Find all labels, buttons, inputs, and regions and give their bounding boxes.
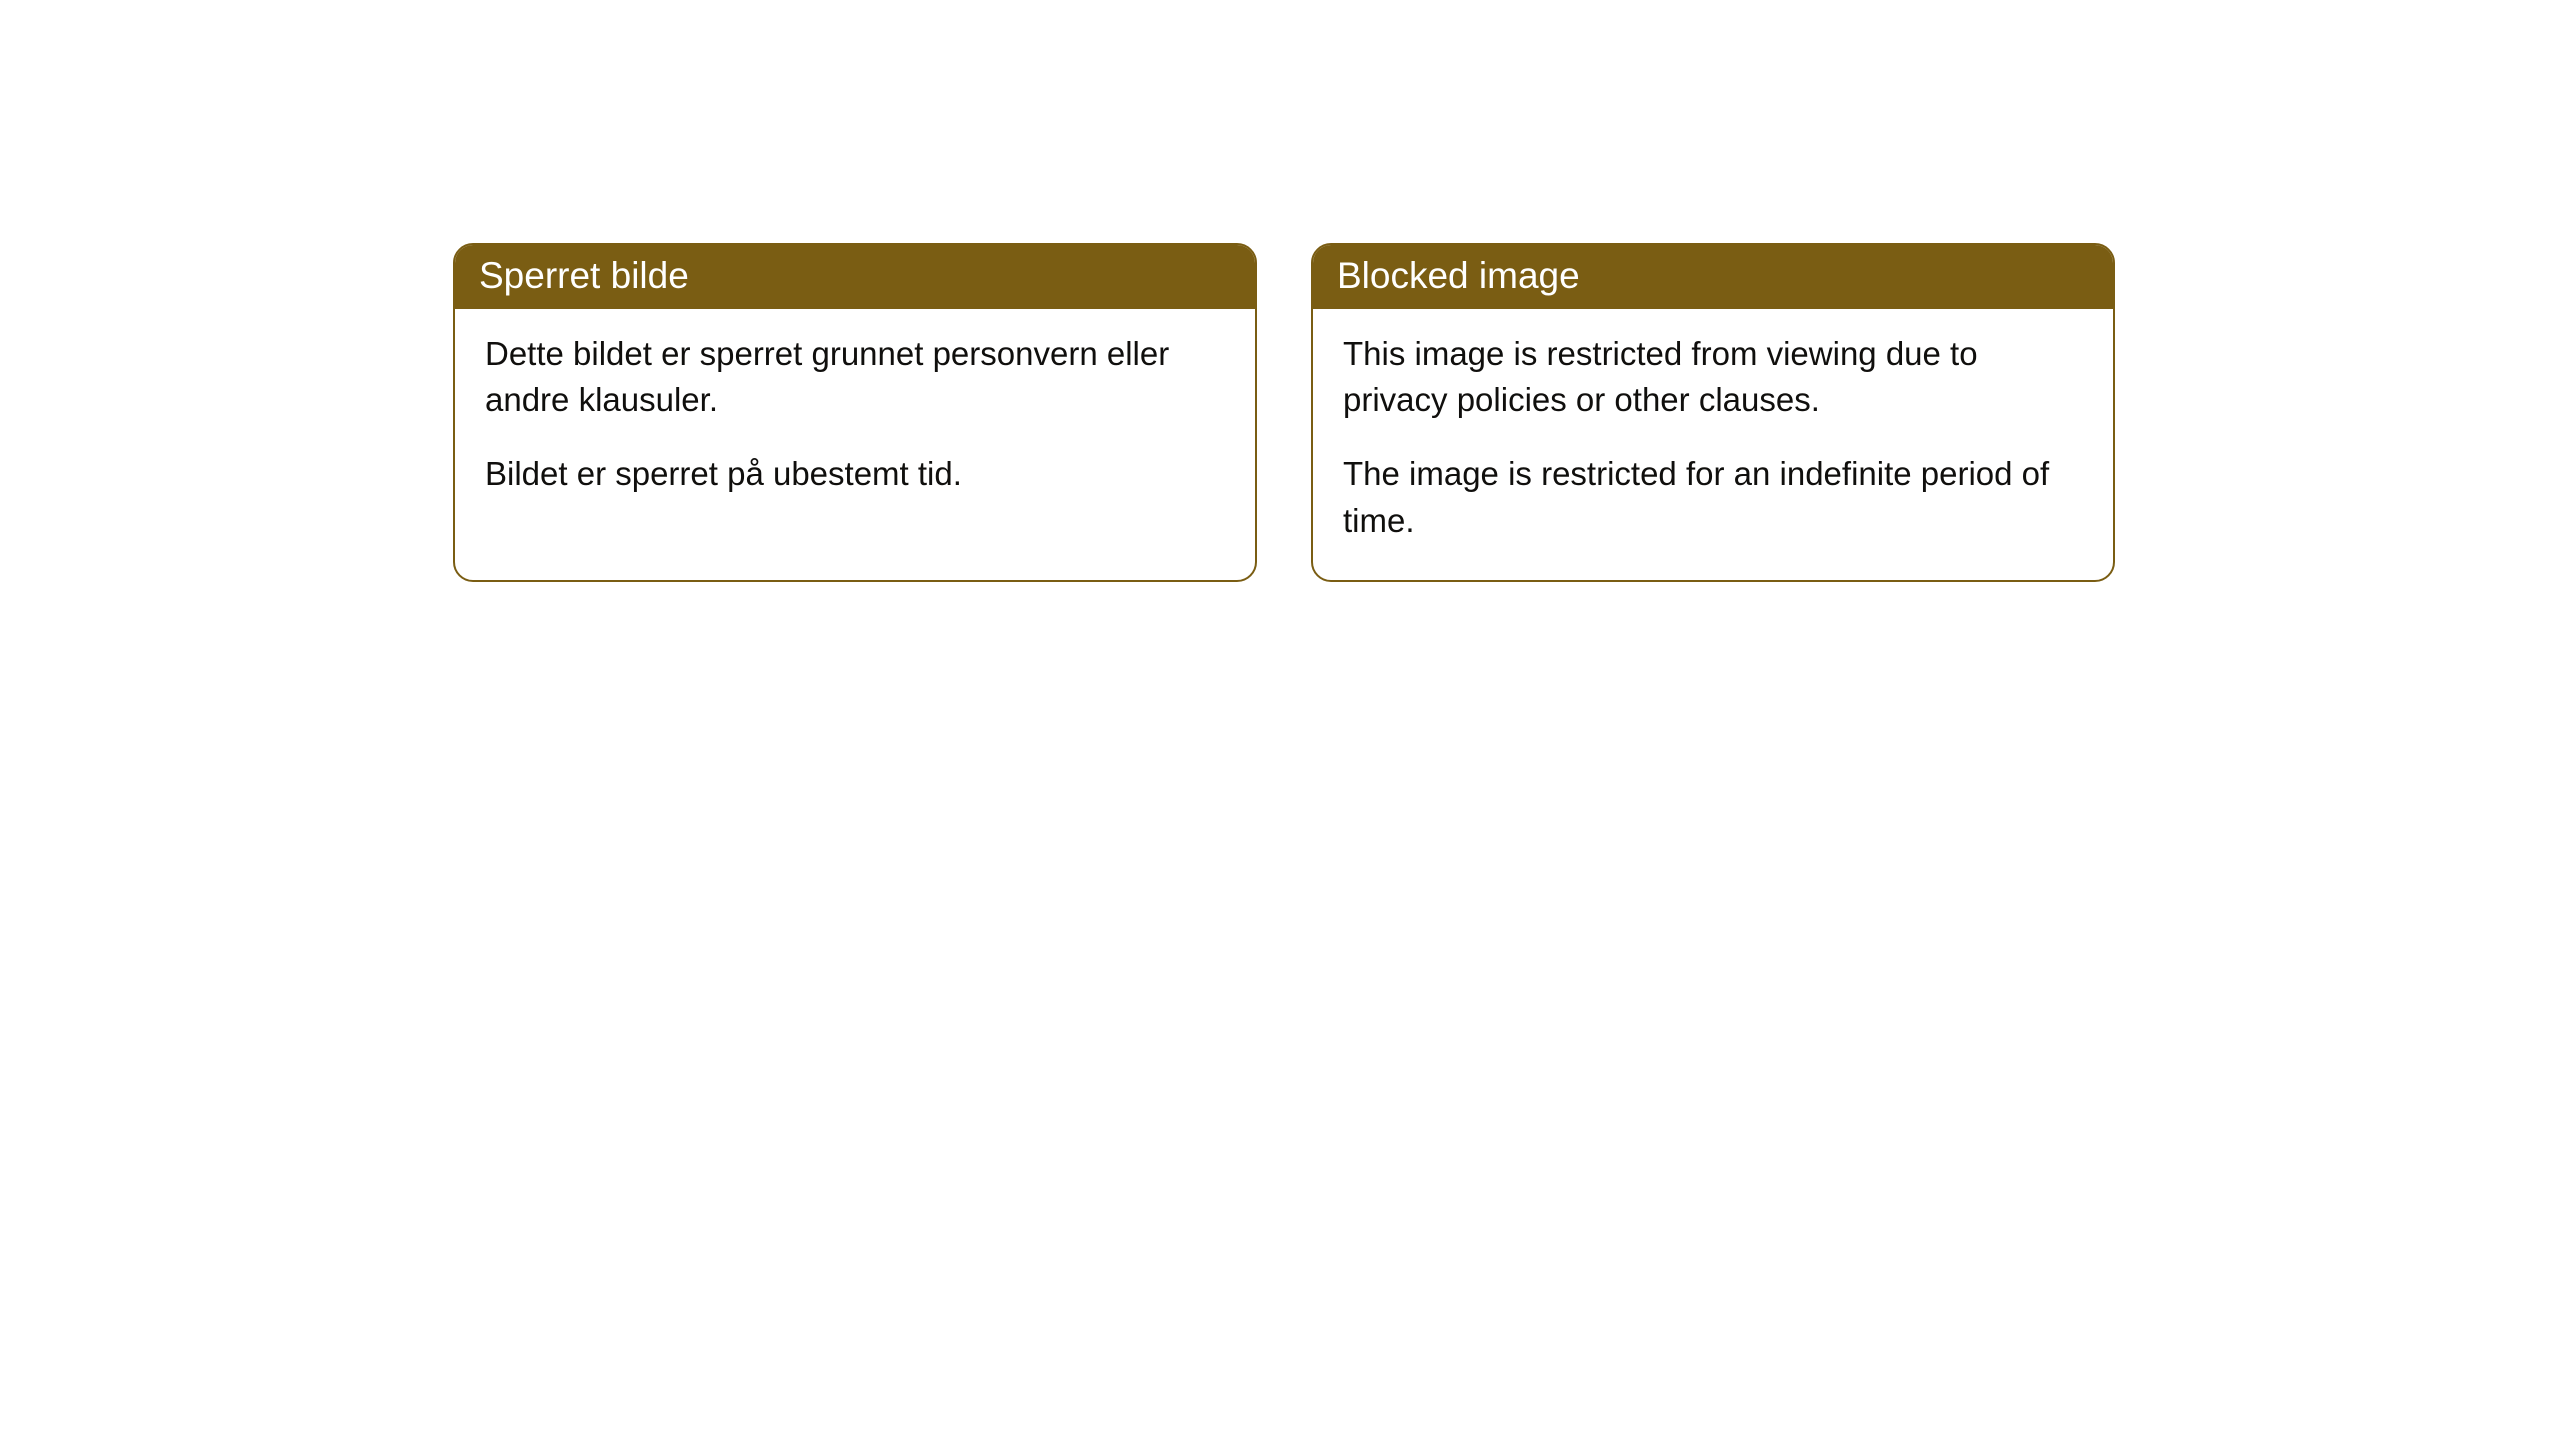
card-header-norwegian: Sperret bilde [455,245,1255,309]
card-paragraph-2-english: The image is restricted for an indefinit… [1343,451,2083,543]
cards-container: Sperret bilde Dette bildet er sperret gr… [0,0,2560,582]
card-body-english: This image is restricted from viewing du… [1313,309,2113,580]
card-paragraph-2-norwegian: Bildet er sperret på ubestemt tid. [485,451,1225,497]
blocked-image-card-english: Blocked image This image is restricted f… [1311,243,2115,582]
blocked-image-card-norwegian: Sperret bilde Dette bildet er sperret gr… [453,243,1257,582]
card-paragraph-1-english: This image is restricted from viewing du… [1343,331,2083,423]
card-body-norwegian: Dette bildet er sperret grunnet personve… [455,309,1255,534]
card-paragraph-1-norwegian: Dette bildet er sperret grunnet personve… [485,331,1225,423]
card-header-english: Blocked image [1313,245,2113,309]
